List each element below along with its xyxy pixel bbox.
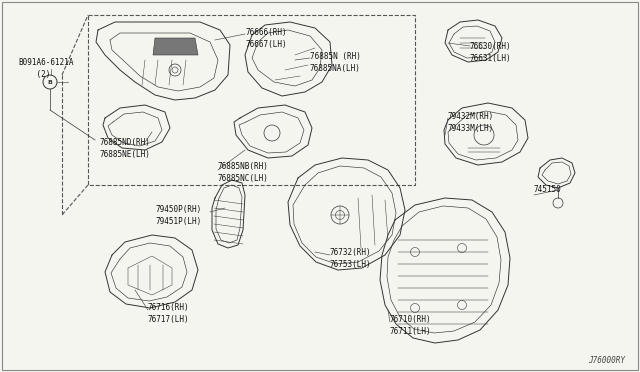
Polygon shape	[153, 38, 198, 55]
Text: 745150: 745150	[534, 185, 562, 194]
Text: 76885ND(RH)
76885NE(LH): 76885ND(RH) 76885NE(LH)	[100, 138, 151, 159]
Text: J76000RY: J76000RY	[588, 356, 625, 365]
Text: 76885NB(RH)
76885NC(LH): 76885NB(RH) 76885NC(LH)	[218, 162, 269, 183]
Text: 76710(RH)
76711(LH): 76710(RH) 76711(LH)	[390, 315, 431, 336]
Text: 79450P(RH)
79451P(LH): 79450P(RH) 79451P(LH)	[155, 205, 201, 226]
Text: 76716(RH)
76717(LH): 76716(RH) 76717(LH)	[148, 303, 189, 324]
Text: B: B	[47, 80, 52, 84]
Text: 76885N (RH)
76885NA(LH): 76885N (RH) 76885NA(LH)	[310, 52, 361, 73]
Text: 79432M(RH)
79433M(LH): 79432M(RH) 79433M(LH)	[448, 112, 494, 133]
Text: B091A6-6121A
    (2): B091A6-6121A (2)	[18, 58, 74, 79]
Text: 76732(RH)
76753(LH): 76732(RH) 76753(LH)	[330, 248, 372, 269]
Text: 76630(RH)
76631(LH): 76630(RH) 76631(LH)	[470, 42, 511, 63]
Text: 76666(RH)
76667(LH): 76666(RH) 76667(LH)	[245, 28, 287, 49]
